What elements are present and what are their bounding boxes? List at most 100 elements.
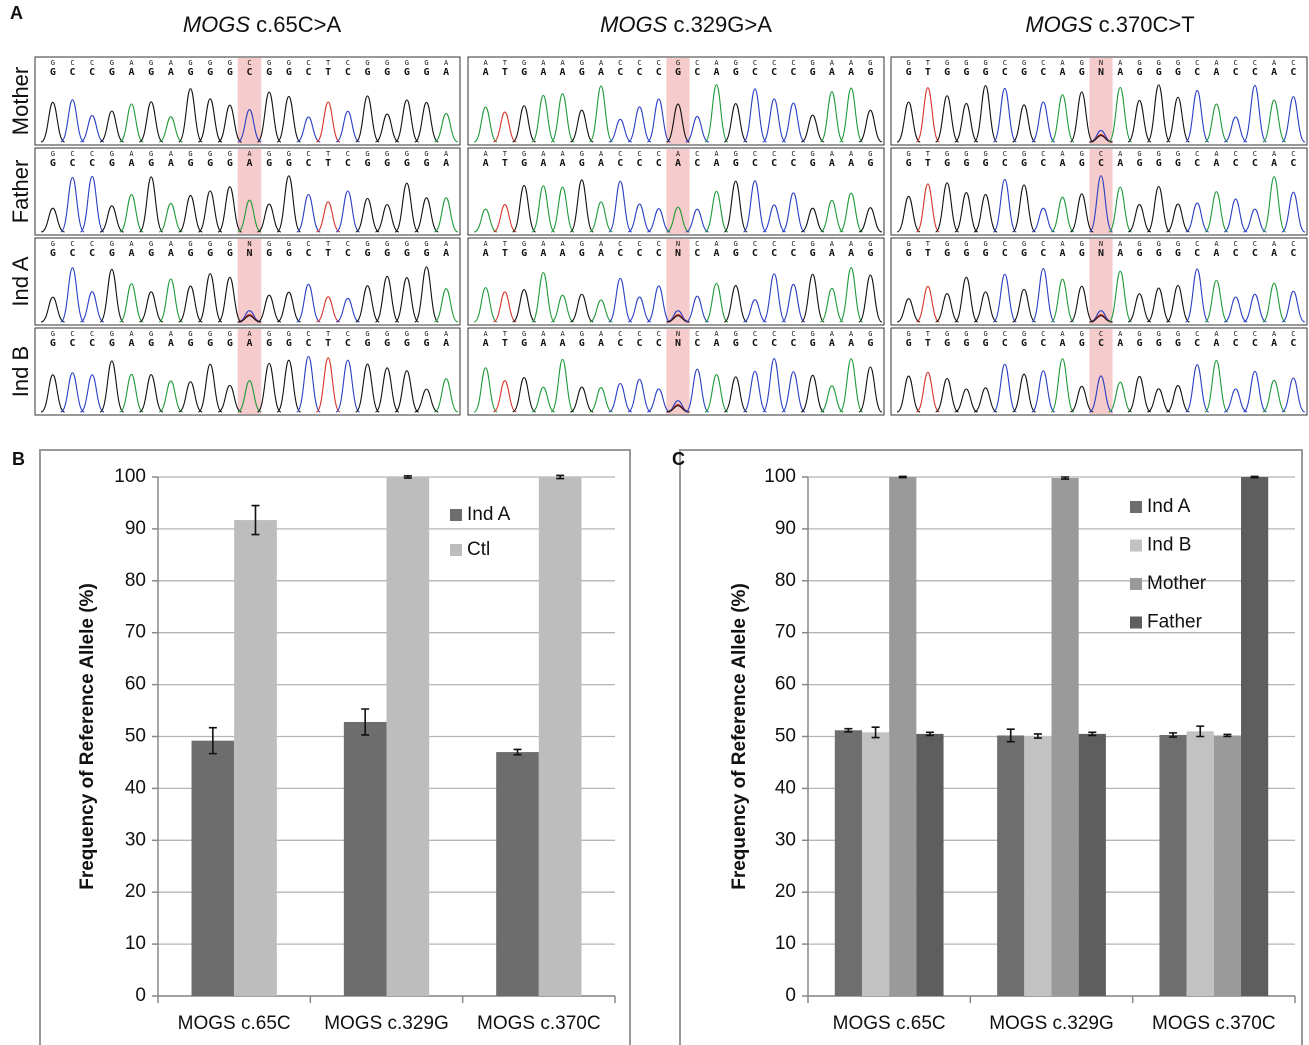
base-call: G bbox=[423, 338, 429, 349]
base-call: G bbox=[148, 248, 154, 259]
base-call: C bbox=[637, 67, 643, 78]
base-call: T bbox=[925, 158, 931, 169]
base-call: A bbox=[1117, 67, 1123, 78]
base-call: G bbox=[423, 67, 429, 78]
base-call: G bbox=[148, 338, 154, 349]
base-call: G bbox=[944, 248, 950, 259]
bar bbox=[889, 477, 916, 996]
y-tick-label: 10 bbox=[125, 933, 146, 954]
base-call: A bbox=[1271, 248, 1277, 259]
base-call: C bbox=[69, 158, 75, 169]
base-call: G bbox=[733, 338, 739, 349]
base-call: G bbox=[810, 158, 816, 169]
base-call: G bbox=[384, 248, 390, 259]
base-reference: G bbox=[1176, 150, 1180, 158]
bar bbox=[192, 741, 235, 996]
base-call: C bbox=[1098, 338, 1104, 349]
base-call: G bbox=[579, 158, 585, 169]
base-call: G bbox=[810, 338, 816, 349]
base-call: T bbox=[502, 67, 508, 78]
legend-label: Mother bbox=[1147, 573, 1207, 594]
gene-name: MOGS bbox=[183, 12, 251, 37]
base-call: C bbox=[89, 67, 95, 78]
base-reference: G bbox=[1080, 150, 1084, 158]
base-call: C bbox=[1040, 338, 1046, 349]
base-call: C bbox=[305, 338, 311, 349]
base-call: G bbox=[579, 248, 585, 259]
base-reference: G bbox=[208, 59, 212, 67]
base-call: A bbox=[246, 338, 252, 349]
base-call: G bbox=[963, 67, 969, 78]
base-call: G bbox=[906, 158, 912, 169]
base-reference: G bbox=[110, 150, 114, 158]
base-reference: G bbox=[110, 59, 114, 67]
x-tick-label: MOGS c.65C bbox=[178, 1013, 291, 1034]
base-reference: G bbox=[811, 330, 815, 338]
base-reference: C bbox=[90, 150, 94, 158]
base-reference: G bbox=[208, 240, 212, 248]
base-call: T bbox=[325, 338, 331, 349]
base-call: G bbox=[109, 67, 115, 78]
base-call: A bbox=[1213, 158, 1219, 169]
base-call: C bbox=[89, 338, 95, 349]
base-reference: G bbox=[1137, 240, 1141, 248]
base-reference: G bbox=[267, 240, 271, 248]
base-reference: C bbox=[1195, 240, 1199, 248]
base-reference: C bbox=[657, 59, 661, 67]
base-call: C bbox=[89, 158, 95, 169]
base-reference: C bbox=[306, 59, 310, 67]
y-tick-label: 100 bbox=[114, 466, 146, 487]
base-reference: C bbox=[1041, 240, 1045, 248]
base-call: G bbox=[867, 67, 873, 78]
base-reference: C bbox=[1003, 240, 1007, 248]
base-reference: G bbox=[1176, 330, 1180, 338]
y-tick-label: 40 bbox=[125, 777, 146, 798]
base-call: A bbox=[1271, 158, 1277, 169]
base-reference: G bbox=[405, 240, 409, 248]
base-reference: G bbox=[868, 59, 872, 67]
base-call: G bbox=[423, 248, 429, 259]
legend-label: Father bbox=[1147, 612, 1203, 633]
y-axis-label: Frequency of Reference Allele (%) bbox=[77, 583, 98, 890]
base-reference: G bbox=[580, 330, 584, 338]
legend-swatch bbox=[1130, 578, 1142, 590]
base-reference: G bbox=[1157, 240, 1161, 248]
legend-swatch bbox=[1130, 540, 1142, 552]
base-reference: G bbox=[811, 150, 815, 158]
base-call: G bbox=[867, 338, 873, 349]
base-call: G bbox=[1136, 158, 1142, 169]
variant: c.65C>A bbox=[256, 12, 341, 37]
base-call: G bbox=[1156, 158, 1162, 169]
base-reference: N bbox=[676, 240, 680, 248]
base-reference: G bbox=[907, 59, 911, 67]
y-tick-label: 50 bbox=[775, 726, 796, 747]
base-call: C bbox=[771, 338, 777, 349]
base-call: T bbox=[502, 158, 508, 169]
base-reference: G bbox=[385, 240, 389, 248]
base-call: G bbox=[227, 158, 233, 169]
base-call: A bbox=[598, 248, 604, 259]
base-call: A bbox=[1213, 248, 1219, 259]
base-call: C bbox=[617, 248, 623, 259]
base-call: A bbox=[1060, 338, 1066, 349]
base-reference: C bbox=[1099, 330, 1103, 338]
base-reference: G bbox=[365, 150, 369, 158]
bar bbox=[1214, 735, 1241, 996]
base-call: G bbox=[50, 67, 56, 78]
base-reference: G bbox=[811, 240, 815, 248]
base-call: A bbox=[168, 338, 174, 349]
base-call: G bbox=[266, 67, 272, 78]
base-reference: C bbox=[772, 330, 776, 338]
base-reference: C bbox=[70, 150, 74, 158]
base-call: G bbox=[109, 248, 115, 259]
base-call: A bbox=[560, 67, 566, 78]
base-reference: C bbox=[695, 150, 699, 158]
base-call: G bbox=[906, 67, 912, 78]
base-reference: G bbox=[945, 59, 949, 67]
base-reference: N bbox=[1099, 240, 1103, 248]
base-reference: G bbox=[1157, 150, 1161, 158]
base-call: G bbox=[109, 338, 115, 349]
base-call: N bbox=[1098, 67, 1104, 78]
base-call: C bbox=[1002, 248, 1008, 259]
base-call: A bbox=[848, 338, 854, 349]
